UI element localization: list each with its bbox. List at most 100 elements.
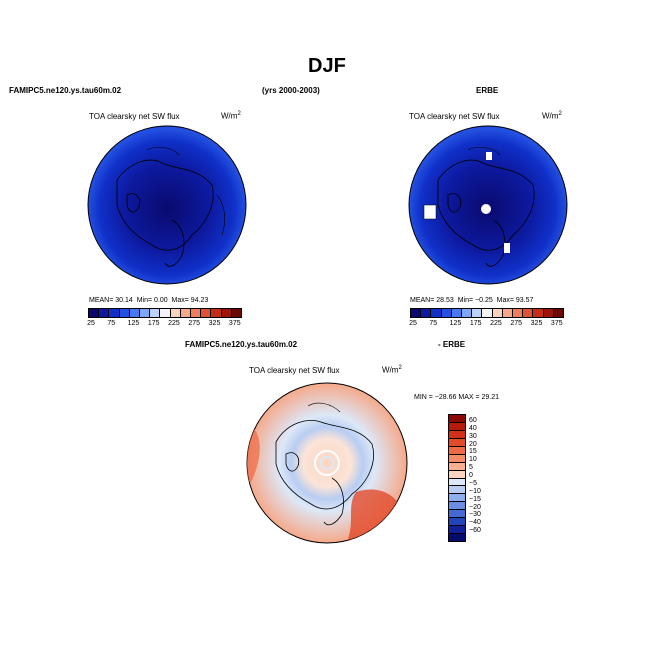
years-header: (yrs 2000-2003) (262, 86, 320, 95)
colorbar-swatch (449, 518, 465, 527)
obs-units-label: W/m2 (542, 111, 562, 121)
colorbar-tick-label: 30 (469, 432, 477, 440)
colorbar-swatch (99, 309, 110, 317)
colorbar-tick-label: −60 (469, 527, 481, 535)
model-colorbar (88, 308, 242, 318)
colorbar-swatch (492, 309, 503, 317)
colorbar-tick-label: −20 (469, 503, 481, 511)
colorbar-tick-label: 10 (469, 456, 477, 464)
colorbar-swatch (231, 309, 242, 317)
colorbar-swatch (89, 309, 100, 317)
diff-model-header: FAMIPC5.ne120.ys.tau60m.02 (185, 340, 298, 349)
colorbar-swatch (411, 309, 422, 317)
colorbar-tick-label: 175 (147, 320, 160, 327)
figure-title: DJF (308, 55, 346, 77)
model-case-header: FAMIPC5.ne120.ys.tau60m.02 (9, 86, 122, 95)
colorbar-swatch (180, 309, 192, 317)
colorbar-swatch (449, 462, 465, 471)
colorbar-tick-label: 20 (469, 440, 477, 448)
colorbar-swatch (421, 309, 432, 317)
colorbar-tick-label: 325 (208, 320, 221, 327)
obs-polar-map (408, 125, 568, 285)
model-stats: MEAN= 30.14 Min= 0.00 Max= 94.23 (89, 297, 209, 304)
colorbar-swatch (109, 309, 120, 317)
colorbar-swatch (449, 470, 465, 479)
obs-variable-label: TOA clearsky net SW flux (409, 112, 500, 121)
colorbar-tick-label: −30 (469, 511, 481, 519)
colorbar-tick-label: 15 (469, 448, 477, 456)
colorbar-swatch (449, 478, 465, 487)
colorbar-swatch (449, 454, 465, 463)
colorbar-swatch (449, 415, 465, 423)
diff-obs-header: - ERBE (438, 340, 466, 349)
colorbar-swatch (170, 309, 181, 317)
colorbar-swatch (513, 309, 524, 317)
colorbar-tick-label: 375 (228, 320, 241, 327)
obs-colorbar (410, 308, 564, 318)
colorbar-swatch (201, 309, 212, 317)
colorbar-swatch (140, 309, 151, 317)
colorbar-swatch (462, 309, 473, 317)
colorbar-swatch (523, 309, 534, 317)
colorbar-swatch (150, 309, 161, 317)
colorbar-swatch (449, 422, 465, 431)
colorbar-tick-label: 275 (188, 320, 201, 327)
colorbar-swatch (482, 309, 493, 317)
colorbar-swatch (431, 309, 442, 317)
model-polar-map (87, 125, 247, 285)
colorbar-swatch (119, 309, 130, 317)
colorbar-swatch (191, 309, 202, 317)
model-variable-label: TOA clearsky net SW flux (89, 112, 180, 121)
obs-header: ERBE (476, 86, 499, 95)
colorbar-swatch (502, 309, 514, 317)
colorbar-swatch (221, 309, 232, 317)
colorbar-tick-label: −40 (469, 519, 481, 527)
colorbar-swatch (449, 446, 465, 455)
colorbar-tick-label: 60 (469, 416, 477, 424)
colorbar-swatch (533, 309, 544, 317)
colorbar-tick-label: 275 (510, 320, 523, 327)
diff-units-label: W/m2 (382, 365, 402, 375)
colorbar-tick-label: 325 (530, 320, 543, 327)
colorbar-swatch (441, 309, 452, 317)
colorbar-swatch (129, 309, 141, 317)
colorbar-swatch (449, 494, 465, 503)
colorbar-tick-label: 175 (469, 320, 482, 327)
colorbar-swatch (449, 430, 465, 439)
colorbar-tick-label: −15 (469, 495, 481, 503)
colorbar-tick-label: −10 (469, 487, 481, 495)
colorbar-swatch (451, 309, 463, 317)
diff-colorbar (448, 414, 466, 542)
colorbar-tick-label: 225 (168, 320, 180, 327)
colorbar-tick-label: 375 (550, 320, 563, 327)
colorbar-swatch (160, 309, 171, 317)
colorbar-tick-label: 0 (469, 472, 473, 479)
colorbar-tick-label: 40 (469, 424, 477, 432)
diff-polar-map (246, 382, 408, 544)
diff-stats: MIN = −28.66 MAX = 29.21 (414, 394, 500, 401)
colorbar-swatch (449, 526, 465, 535)
colorbar-swatch (449, 510, 465, 519)
colorbar-swatch (449, 502, 465, 511)
colorbar-tick-label: 25 (87, 320, 95, 327)
model-colorbar-ticks: 25 75 125 175 225 275 325 375 (87, 320, 241, 330)
colorbar-swatch (449, 534, 465, 541)
model-units-label: W/m2 (221, 111, 241, 121)
colorbar-tick-label: −5 (469, 479, 477, 487)
colorbar-swatch (553, 309, 564, 317)
obs-colorbar-ticks: 25 75 125 175 225 275 325 375 (409, 320, 563, 330)
colorbar-swatch (449, 438, 465, 447)
colorbar-tick-label: 5 (469, 464, 473, 472)
colorbar-swatch (211, 309, 222, 317)
colorbar-swatch (472, 309, 483, 317)
colorbar-tick-label: 75 (429, 320, 438, 327)
colorbar-tick-label: 75 (107, 320, 116, 327)
colorbar-swatch (543, 309, 554, 317)
colorbar-tick-label: 225 (490, 320, 502, 327)
diff-colorbar-ticks: 60 40 30 20 15 10 5 0 −5 −10 −15 −20 −30 −40 −60 (469, 414, 499, 540)
diff-variable-label: TOA clearsky net SW flux (249, 366, 340, 375)
obs-stats: MEAN= 28.53 Min= −0.25 Max= 93.57 (410, 297, 534, 304)
colorbar-swatch (449, 486, 465, 495)
colorbar-tick-label: 25 (409, 320, 417, 327)
colorbar-tick-label: 125 (127, 320, 140, 327)
